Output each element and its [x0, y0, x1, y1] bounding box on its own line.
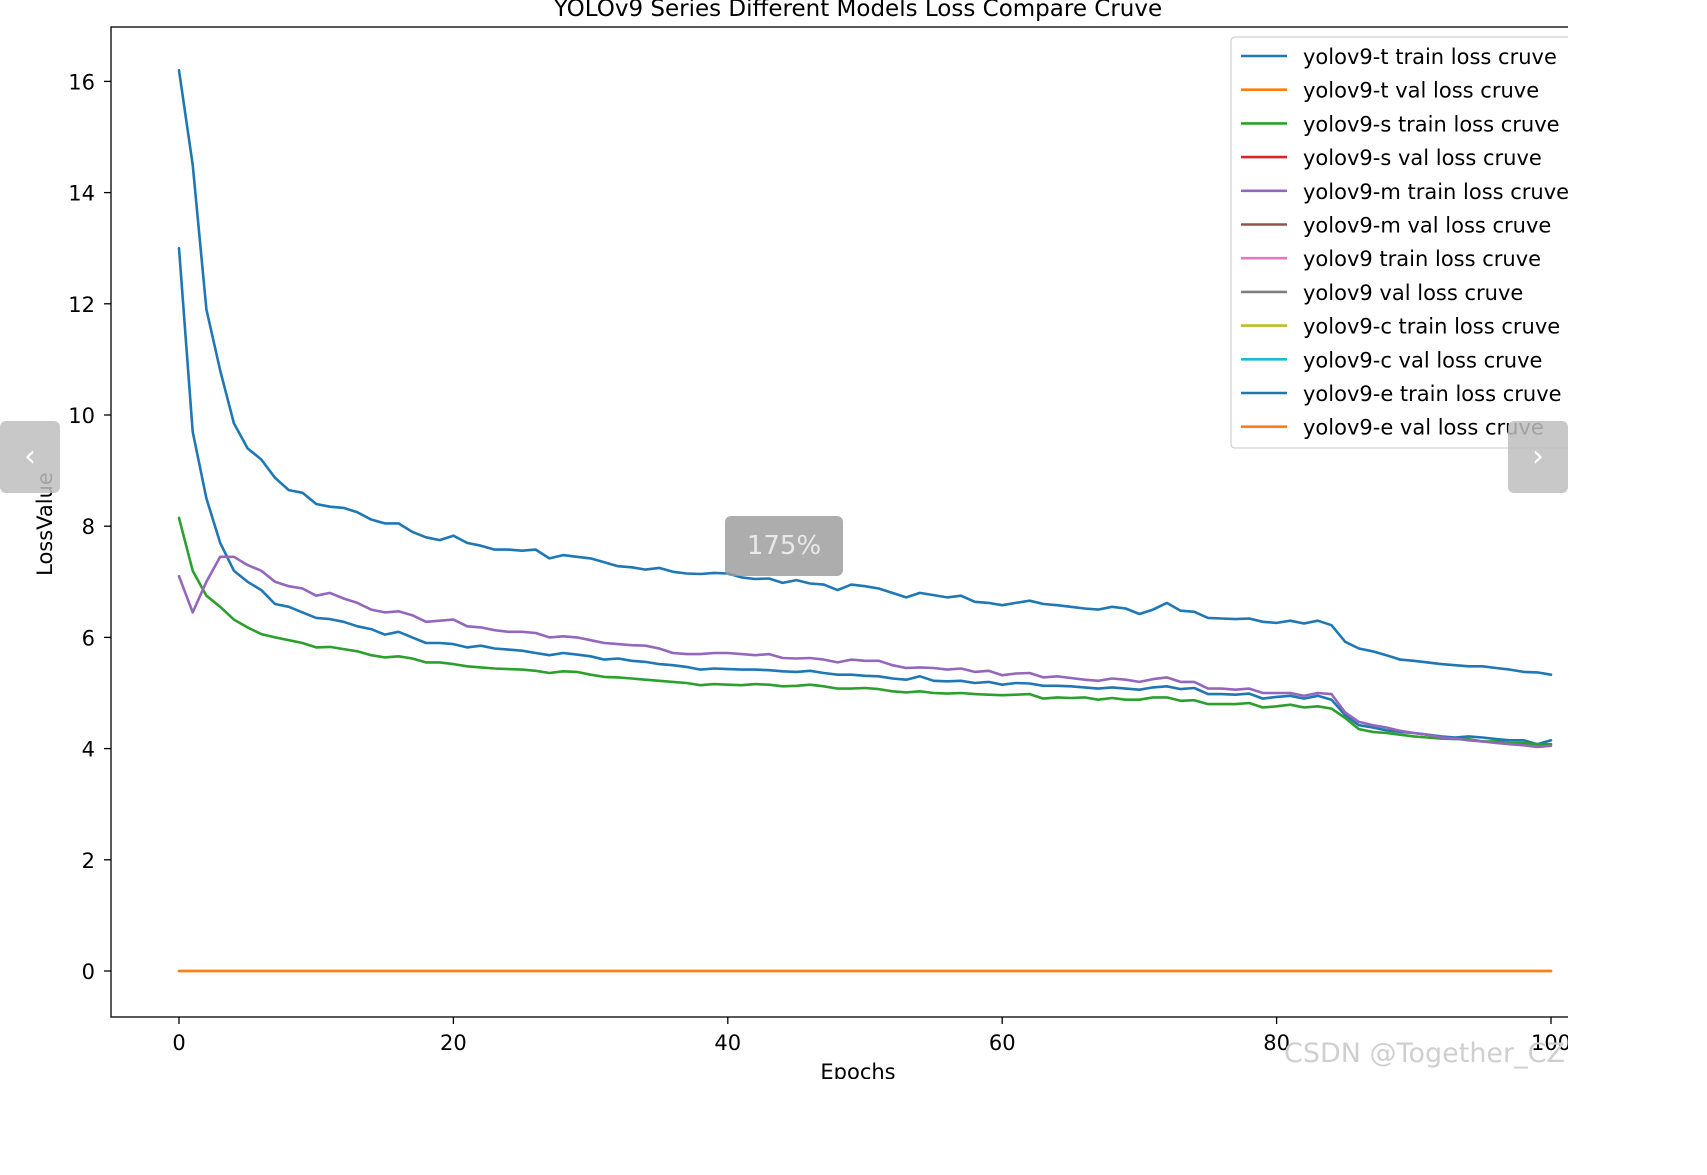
loss-line-chart: YOLOv9 Series Different Models Loss Comp… [33, 0, 1568, 1079]
x-tick-label: 20 [440, 1031, 467, 1055]
chevron-left-icon: ‹ [24, 439, 36, 474]
y-tick-label: 14 [68, 182, 95, 206]
series-line-11 [177, 69, 1553, 677]
x-tick-label: 80 [1263, 1031, 1290, 1055]
legend: yolov9-t train loss cruve yolov9-t val lo… [1230, 36, 1568, 449]
legend-entry: yolov9 train loss cruve [1303, 247, 1541, 271]
x-tick-label: 100 [1531, 1031, 1568, 1055]
legend-entry: yolov9-s train loss cruve [1303, 112, 1560, 136]
previous-image-button[interactable]: ‹ [0, 421, 60, 493]
y-tick-label: 16 [68, 70, 95, 94]
y-tick-label: 6 [82, 626, 95, 650]
legend-entry: yolov9-m val loss cruve [1303, 214, 1551, 238]
image-viewer-stage: YOLOv9 Series Different Models Loss Comp… [0, 0, 1568, 1079]
legend-entry: yolov9-m train loss cruve [1303, 180, 1568, 204]
legend-entry: yolov9 val loss cruve [1303, 281, 1523, 305]
legend-box [1230, 36, 1568, 449]
y-tick-label: 10 [68, 404, 95, 428]
legend-entry: yolov9-t train loss cruve [1303, 45, 1557, 69]
x-axis-label: Epochs [820, 1060, 895, 1079]
series-line-3 [177, 516, 1553, 746]
legend-entry: yolov9-e train loss cruve [1303, 382, 1562, 406]
y-tick-label: 8 [82, 515, 95, 539]
y-tick-label: 2 [82, 849, 95, 873]
watermark: CSDN @Together_CZ [1284, 1038, 1565, 1069]
plot-area-frame [110, 26, 1568, 1018]
chart-title: YOLOv9 Series Different Models Loss Comp… [553, 0, 1162, 22]
legend-entry: yolov9-t val loss cruve [1303, 79, 1539, 103]
chevron-right-icon: › [1532, 439, 1544, 474]
legend-entry: yolov9-e val loss cruve [1303, 416, 1544, 440]
series-line-1 [177, 246, 1553, 746]
x-tick-label: 40 [714, 1031, 741, 1055]
y-tick-label: 4 [82, 738, 95, 762]
legend-entry: yolov9-s val loss cruve [1303, 146, 1542, 170]
x-tick-label: 60 [989, 1031, 1016, 1055]
y-tick-label: 12 [68, 293, 95, 317]
x-tick-label: 0 [172, 1031, 185, 1055]
series-line-5 [177, 555, 1553, 749]
zoom-level-badge: 175% [725, 516, 843, 576]
y-tick-label: 0 [82, 960, 95, 984]
next-image-button[interactable]: › [1508, 421, 1568, 493]
legend-entry: yolov9-c val loss cruve [1303, 348, 1542, 372]
legend-entry: yolov9-c train loss cruve [1303, 315, 1560, 339]
